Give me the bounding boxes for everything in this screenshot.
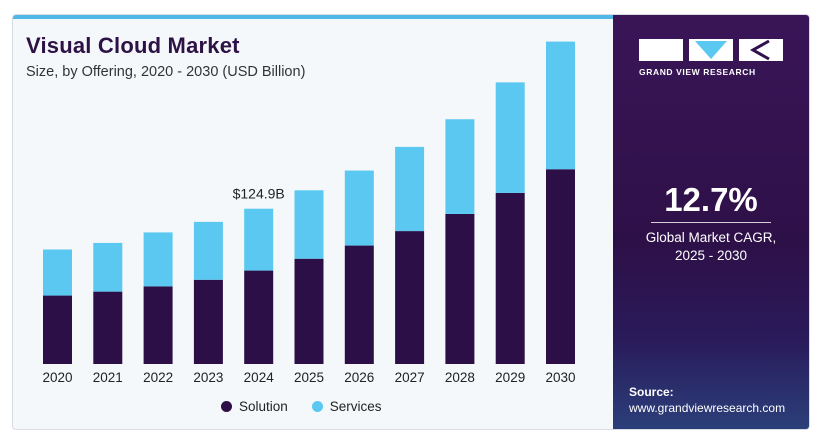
cagr-divider (651, 222, 771, 223)
chart-card: Visual Cloud Market Size, by Offering, 2… (12, 14, 810, 430)
bar-solution-2026 (344, 245, 374, 364)
source-url[interactable]: www.grandviewresearch.com (629, 401, 786, 415)
bar-solution-2030 (546, 169, 575, 364)
legend-dot-services (311, 401, 323, 412)
cagr-label-line1: Global Market CAGR, (645, 230, 777, 245)
source-label: Source: (629, 385, 674, 399)
x-tick-label-2027: 2027 (395, 370, 425, 385)
x-tick-label-2024: 2024 (244, 370, 275, 385)
chart-title: Visual Cloud Market (26, 33, 240, 58)
bar-services-2026 (344, 170, 374, 246)
logo-marks (639, 39, 783, 61)
bar-solution-2025 (294, 258, 324, 364)
logo-mark-3 (739, 39, 783, 61)
bar-services-2029 (495, 82, 525, 193)
cagr-label: Global Market CAGR, 2025 - 2030 (613, 229, 809, 265)
info-panel: GRAND VIEW RESEARCH 12.7% Global Market … (613, 15, 809, 429)
top-accent-bar (13, 15, 613, 19)
bar-solution-2024 (244, 270, 274, 364)
brand-logo: GRAND VIEW RESEARCH (639, 39, 783, 77)
bar-services-2027 (395, 146, 425, 232)
bar-solution-2023 (193, 279, 223, 364)
legend-dot-solution (221, 401, 232, 412)
cagr-label-line2: 2025 - 2030 (674, 248, 748, 263)
bar-solution-2029 (495, 192, 525, 364)
bar-services-2028 (445, 119, 475, 214)
legend: Solution Services (221, 399, 382, 414)
chart-subtitle: Size, by Offering, 2020 - 2030 (USD Bill… (26, 64, 306, 80)
chart-panel: Visual Cloud Market Size, by Offering, 2… (13, 15, 613, 429)
x-tick-label-2029: 2029 (495, 370, 525, 385)
cagr-value: 12.7% (664, 181, 758, 218)
bar-services-2020 (43, 249, 72, 296)
data-label-2024: $124.9B (233, 186, 285, 202)
x-tick-label-2026: 2026 (344, 370, 374, 385)
logo-mark-2 (689, 39, 733, 61)
x-tick-label-2028: 2028 (445, 370, 475, 385)
x-tick-label-2022: 2022 (143, 370, 173, 385)
legend-label-solution: Solution (239, 399, 288, 414)
x-tick-label-2021: 2021 (93, 370, 123, 385)
bar-services-2030 (546, 41, 575, 170)
x-tick-label-2030: 2030 (545, 370, 575, 385)
bar-services-2025 (294, 190, 324, 259)
logo-mark-1 (639, 39, 683, 61)
x-tick-label-2020: 2020 (42, 370, 72, 385)
bar-services-2022 (143, 232, 173, 287)
x-tick-label-2025: 2025 (294, 370, 324, 385)
bar-services-2023 (193, 221, 223, 280)
legend-label-services: Services (329, 399, 382, 414)
bar-services-2021 (93, 242, 123, 292)
x-tick-label-2023: 2023 (193, 370, 223, 385)
bar-chart: 2020 2021 2022 2023 2024 2025 2026 2027 2028 2029… (42, 41, 576, 385)
brand-name: GRAND VIEW RESEARCH (639, 67, 756, 77)
bar-services-2024 (244, 208, 274, 271)
bar-solution-2021 (93, 291, 123, 364)
bar-solution-2028 (445, 213, 475, 364)
legend-item-services: Services (311, 399, 382, 414)
bar-solution-2022 (143, 286, 173, 364)
bar-solution-2020 (43, 295, 72, 364)
bar-solution-2027 (395, 231, 425, 364)
legend-item-solution: Solution (221, 399, 288, 414)
